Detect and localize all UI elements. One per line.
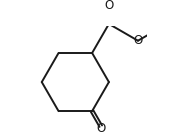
Text: O: O: [133, 34, 143, 47]
Text: O: O: [96, 122, 105, 135]
Text: O: O: [104, 0, 114, 12]
